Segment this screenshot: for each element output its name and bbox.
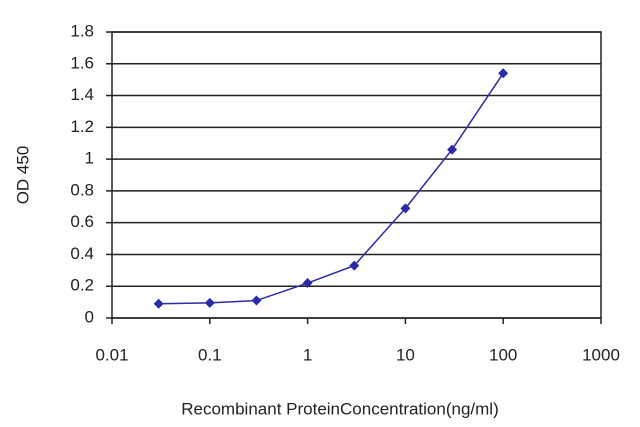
- x-tick-label: 1000: [582, 345, 620, 364]
- y-tick-label: 0.4: [70, 244, 94, 263]
- x-tick-label: 10: [396, 345, 415, 364]
- y-tick-label: 1: [85, 149, 94, 168]
- plot-area: [111, 31, 602, 319]
- y-axis-label: OD 450: [13, 146, 32, 205]
- y-tick-label: 0.6: [70, 212, 94, 231]
- y-tick-label: 0.8: [70, 180, 94, 199]
- x-axis-label: Recombinant ProteinConcentration(ng/ml): [181, 399, 499, 418]
- x-tick-label: 100: [489, 345, 517, 364]
- y-tick-label: 0: [85, 307, 94, 326]
- x-tick-label: 0.1: [198, 345, 222, 364]
- y-tick-label: 1.4: [70, 85, 94, 104]
- data-point: [447, 144, 458, 155]
- data-point: [251, 295, 262, 306]
- y-tick-label: 1.6: [70, 53, 94, 72]
- x-tick-label: 0.01: [95, 345, 128, 364]
- data-point: [302, 278, 313, 289]
- data-line: [158, 72, 504, 305]
- data-point: [349, 260, 360, 271]
- y-tick-label: 1.8: [70, 21, 94, 40]
- x-tick-label: 1: [303, 345, 312, 364]
- data-point: [153, 298, 164, 309]
- data-point: [400, 203, 411, 214]
- data-point: [498, 68, 509, 79]
- y-tick-label: 1.2: [70, 117, 94, 136]
- data-point: [204, 297, 215, 308]
- y-tick-label: 0.2: [70, 276, 94, 295]
